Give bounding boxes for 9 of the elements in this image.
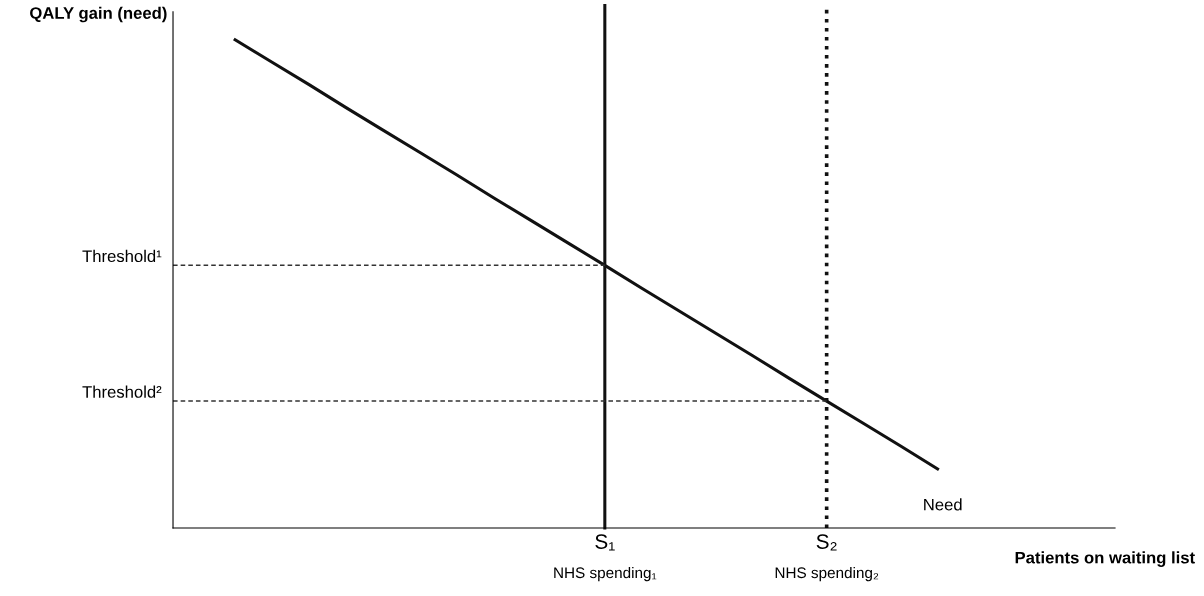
ref-line-label: Threshold² — [82, 385, 162, 398]
x-tick-label: NHS spending₁ — [554, 566, 657, 582]
ref-line-label: Threshold¹ — [82, 249, 162, 263]
series-label: Need — [924, 498, 962, 511]
x-axis-title: Patients on waiting list — [1015, 551, 1195, 567]
x-tick-label: NHS spending₂ — [775, 566, 879, 582]
y-axis-title: QALY gain (need) — [30, 6, 167, 23]
ref-line-label: S₂ — [816, 534, 837, 551]
ref-line-label: S₁ — [595, 534, 615, 551]
